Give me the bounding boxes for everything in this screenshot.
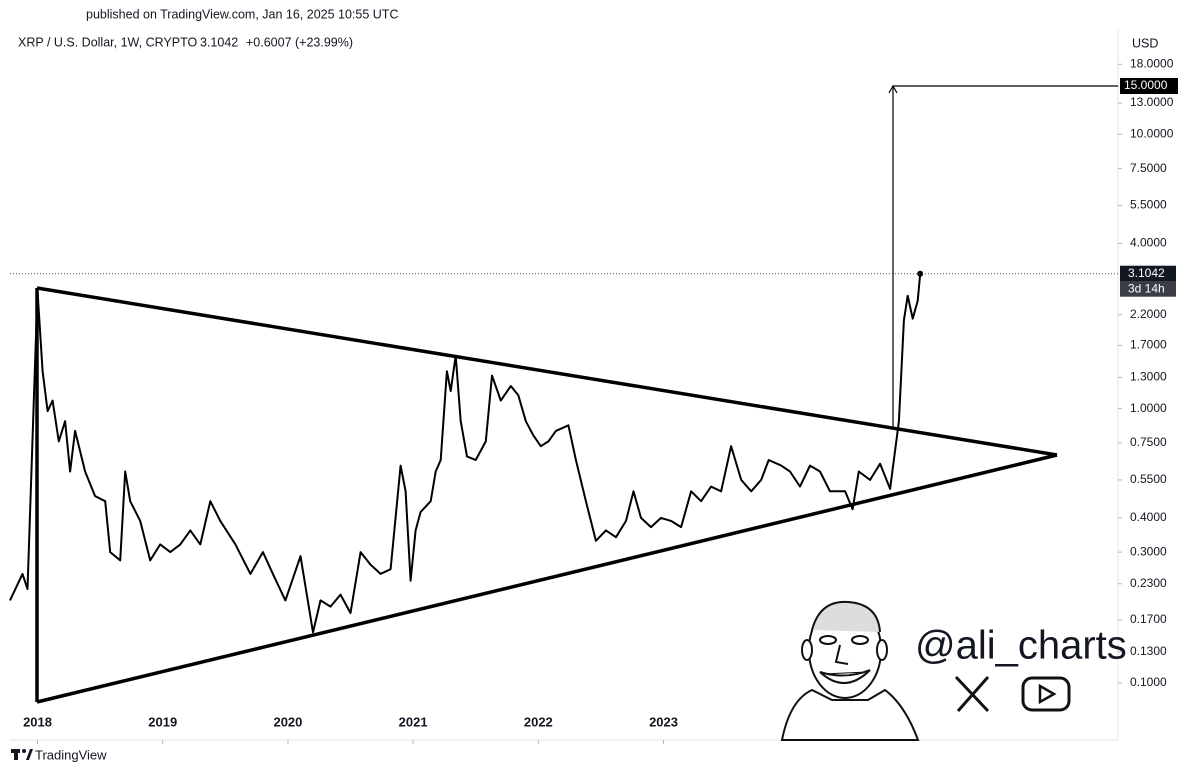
y-tick-label: 1.3000 — [1130, 370, 1167, 384]
y-tick-label: 0.5500 — [1130, 472, 1167, 486]
y-tick-label: 13.0000 — [1130, 95, 1174, 109]
countdown-label: 3d 14h — [1128, 281, 1165, 295]
brand-logo — [11, 749, 33, 760]
x-tick-label: 2022 — [524, 714, 553, 729]
last-price-box — [1120, 265, 1176, 282]
y-tick-label: 1.7000 — [1130, 338, 1167, 352]
published-note: published on TradingView.com, Jan 16, 20… — [86, 7, 398, 21]
triangle-pattern — [35, 286, 1058, 704]
y-tick-label: 1.0000 — [1130, 401, 1167, 415]
last-point — [917, 270, 924, 277]
x-tick-label: 2023 — [649, 714, 678, 729]
y-tick-label: 0.1300 — [1130, 644, 1167, 658]
countdown-box — [1120, 281, 1176, 297]
y-tick-label: 0.7500 — [1130, 435, 1167, 449]
y-tick-label: 10.0000 — [1130, 126, 1174, 140]
x-tick-label: 2018 — [23, 714, 52, 729]
youtube-logo — [1021, 676, 1071, 712]
y-tick-label: 18.0000 — [1130, 56, 1174, 70]
price-line — [9, 273, 922, 634]
target-label: 15.0000 — [1124, 78, 1168, 92]
header-change: +0.6007 (+23.99%) — [246, 35, 353, 49]
y-tick-label: 4.0000 — [1130, 236, 1167, 250]
axis-unit: USD — [1132, 36, 1158, 50]
plot-area — [9, 273, 922, 634]
x-tick-label: 2020 — [273, 714, 302, 729]
watermark-handle: @ali_charts — [915, 624, 1127, 668]
y-tick-label: 2.2000 — [1130, 307, 1167, 321]
y-tick-label: 0.4000 — [1130, 510, 1167, 524]
x-tick-label: 2021 — [399, 714, 428, 729]
last-price-label: 3.1042 — [1128, 266, 1165, 280]
header-price: 3.1042 — [200, 35, 238, 49]
y-tick-label: 5.5000 — [1130, 198, 1167, 212]
x-logo — [954, 675, 990, 713]
brand-name: TradingView — [35, 747, 107, 762]
y-tick-label: 7.5000 — [1130, 161, 1167, 175]
avatar — [780, 600, 920, 741]
target-box — [1120, 78, 1178, 95]
y-tick-label: 0.1700 — [1130, 612, 1167, 626]
chart-title: XRP / U.S. Dollar, 1W, CRYPTO — [18, 35, 198, 49]
x-tick-label: 2019 — [148, 714, 177, 729]
y-tick-label: 0.3000 — [1130, 544, 1167, 558]
y-tick-label: 0.1000 — [1130, 675, 1167, 689]
y-tick-label: 0.2300 — [1130, 576, 1167, 590]
